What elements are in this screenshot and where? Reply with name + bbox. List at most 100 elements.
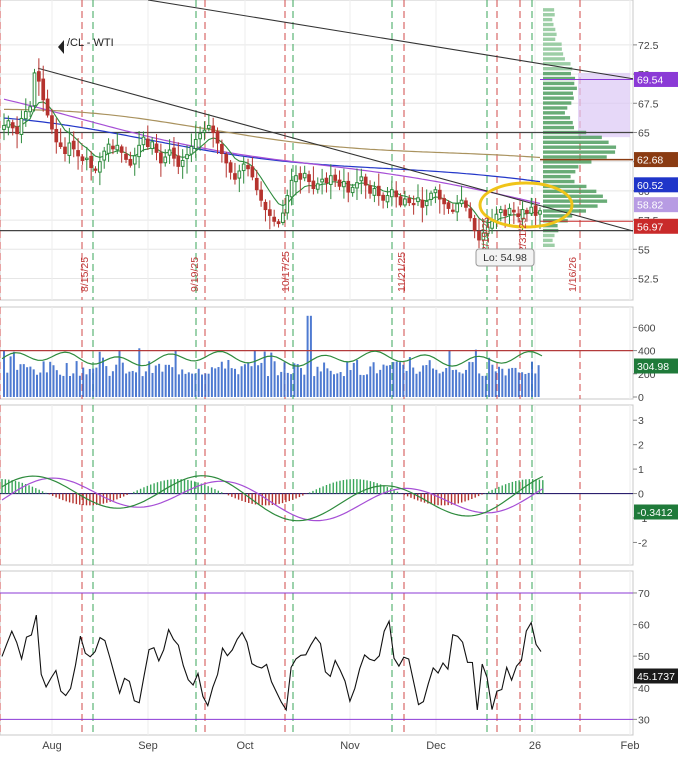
volume-bar	[16, 369, 19, 397]
volume-profile-bar	[543, 238, 553, 243]
candle-body	[363, 176, 368, 186]
candle-body	[128, 158, 133, 166]
candle-body	[19, 117, 24, 135]
volume-bar	[501, 368, 504, 397]
collapse-arrow-icon[interactable]	[58, 40, 64, 54]
candle-body	[355, 182, 359, 189]
candle-body	[233, 173, 237, 180]
volume-bar	[39, 372, 42, 397]
volume-profile-bar	[543, 155, 607, 159]
volume-bar	[164, 364, 167, 397]
volume-bar	[290, 374, 293, 397]
x-tick-label: Dec	[426, 740, 446, 752]
macd-panel	[0, 404, 634, 566]
macd-tick-label: 2	[638, 440, 644, 452]
volume-bar	[408, 357, 411, 397]
candle-body	[259, 189, 263, 201]
volume-bar	[309, 315, 312, 397]
volume-bar	[161, 371, 164, 397]
candle-body	[50, 115, 54, 130]
volume-profile-bar	[543, 223, 558, 228]
volume-profile-bar	[543, 47, 562, 51]
volume-bar	[88, 368, 91, 397]
candle-body	[429, 192, 433, 200]
volume-profile-bar	[543, 22, 554, 27]
volume-bar	[3, 350, 5, 397]
candle-body	[119, 146, 124, 153]
volume-bar	[303, 374, 306, 397]
symbol-label: /CL - WTI	[67, 37, 114, 49]
volume-bar	[220, 361, 223, 397]
candle-body	[154, 143, 159, 153]
volume-bar	[527, 372, 530, 397]
moving-averages	[3, 98, 541, 224]
volume-bar	[141, 376, 144, 397]
volume-bar	[201, 374, 203, 397]
volume-bar	[12, 351, 15, 397]
volume-profile-bar	[543, 214, 573, 218]
volume-bar	[230, 368, 233, 397]
x-tick-label: Aug	[42, 740, 62, 752]
candle-body	[376, 185, 381, 197]
candle-body	[498, 209, 503, 214]
candle-body	[163, 156, 168, 164]
volume-bar	[412, 367, 415, 397]
volume-bar	[375, 373, 378, 397]
volume-profile-bar	[543, 86, 577, 91]
volume-value-tag: 304.98	[637, 361, 669, 373]
volume-bar	[511, 367, 514, 397]
volume-bar	[75, 361, 78, 397]
candle-body	[333, 174, 338, 181]
volume-bar	[372, 362, 375, 397]
candle-body	[28, 106, 32, 113]
volume-bar	[432, 368, 434, 397]
x-tick-label: Nov	[340, 740, 360, 752]
volume-bar	[171, 367, 174, 397]
volume-bar	[385, 365, 388, 397]
volume-bar	[29, 366, 32, 397]
price-tag-bg	[634, 218, 678, 234]
volume-profile-bar	[543, 135, 602, 140]
candle-body	[512, 209, 516, 213]
candle-body	[368, 185, 372, 194]
volume-bar	[418, 371, 421, 397]
candle-body	[111, 145, 115, 150]
candle-body	[294, 175, 298, 183]
volume-bar	[148, 361, 151, 397]
volume-bar	[243, 364, 246, 397]
candle-body	[394, 190, 399, 198]
volume-bar	[108, 375, 111, 397]
candle-body	[381, 194, 385, 201]
volume-value-tag-bg	[634, 358, 678, 374]
candle-body	[241, 163, 246, 172]
candle-body	[276, 221, 281, 225]
volume-profile-bar	[543, 8, 555, 12]
candle-body	[215, 131, 220, 144]
candle-body	[485, 226, 490, 235]
candle-body	[93, 168, 98, 171]
candle-body	[84, 157, 89, 161]
volume-bar	[263, 351, 266, 397]
volume-bar	[72, 373, 75, 397]
candle-body	[507, 207, 512, 216]
volume-tick-label: 0	[638, 392, 644, 404]
volume-bar	[537, 365, 540, 397]
volume-bar	[507, 368, 510, 397]
volume-bar	[484, 375, 487, 397]
volume-profile-bar	[543, 106, 568, 110]
price-tag-bg	[634, 177, 678, 193]
rsi-tick-label: 70	[638, 588, 650, 600]
candle-body	[385, 195, 390, 203]
volume-bar	[267, 376, 269, 397]
volume-bar	[445, 368, 448, 397]
volume-bar	[425, 365, 428, 397]
volume-profile-bar	[543, 32, 557, 37]
candle-body	[124, 153, 128, 160]
candle-body	[141, 136, 146, 146]
volume-bar	[69, 376, 71, 397]
volume-bar	[326, 368, 329, 397]
date-marker-label: 12/31/25	[517, 217, 529, 258]
candle-body	[289, 179, 294, 198]
candle-body	[320, 178, 324, 183]
